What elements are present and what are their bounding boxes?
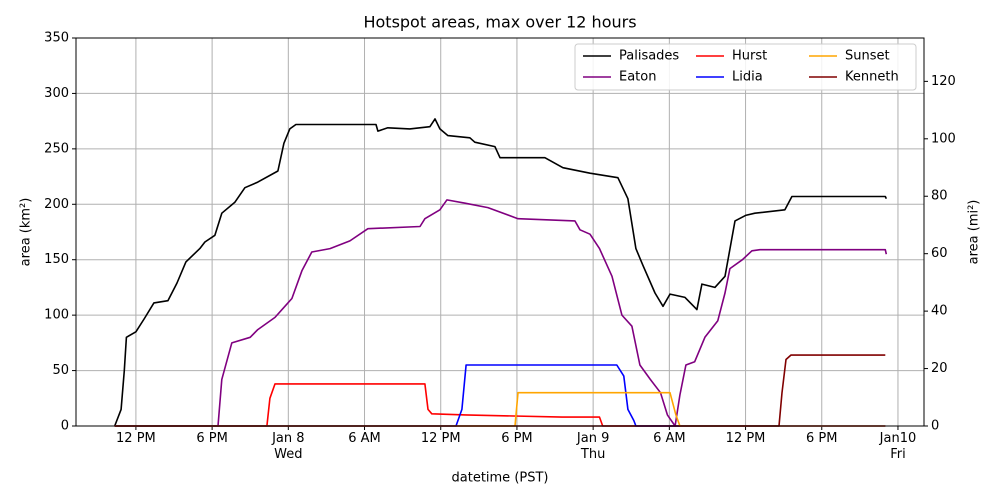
series-line	[114, 199, 888, 427]
y-tick-label: 150	[44, 252, 69, 267]
y-tick-label: 300	[44, 86, 69, 101]
x-tick-label: 6 PM	[806, 431, 838, 446]
y2-tick-label: 20	[931, 361, 948, 376]
y2-tick-label: 120	[931, 74, 956, 89]
y-tick-label: 200	[44, 197, 69, 212]
plot-frame	[75, 37, 925, 427]
chart-title: Hotspot areas, max over 12 hours	[363, 13, 636, 32]
y-axis-label: area (km²)	[19, 198, 34, 267]
y2-tick-label: 0	[931, 419, 939, 434]
y-tick-label: 250	[44, 141, 69, 156]
y-tick-label: 0	[61, 419, 69, 434]
x-tick-label: Jan 8 Wed	[272, 431, 305, 462]
x-tick-label: 6 AM	[653, 431, 686, 446]
legend-label: Lidia	[732, 70, 763, 85]
x-tick-label: Jan10 Fri	[879, 431, 917, 462]
y-tick-label: 350	[44, 31, 69, 46]
x-tick-label: 12 PM	[420, 431, 461, 446]
x-tick-label: Jan 9 Thu	[576, 431, 610, 462]
x-tick-label: 6 PM	[196, 431, 228, 446]
x-tick-label: 12 PM	[725, 431, 766, 446]
x-tick-label: 6 PM	[501, 431, 533, 446]
legend-label: Sunset	[845, 49, 890, 64]
y2-tick-label: 40	[931, 304, 948, 319]
y-tick-label: 100	[44, 308, 69, 323]
y-tick-label: 50	[52, 363, 69, 378]
legend-label: Palisades	[619, 49, 679, 64]
y2-tick-label: 80	[931, 189, 948, 204]
x-tick-label: 12 PM	[116, 431, 156, 446]
y2-tick-label: 60	[931, 246, 948, 261]
legend-label: Kenneth	[845, 70, 899, 85]
x-axis-label: datetime (PST)	[452, 471, 549, 486]
legend-label: Eaton	[619, 70, 656, 85]
series-line	[114, 383, 886, 427]
series-line	[113, 118, 888, 427]
legend-label: Hurst	[732, 49, 767, 64]
x-tick-label: 6 AM	[348, 431, 381, 446]
y2-tick-label: 100	[931, 131, 956, 146]
series-line	[114, 364, 886, 427]
legend: Palisades Eaton Hurst Lidia Sunset Kenneth	[574, 43, 917, 91]
y2-axis-label: area (mi²)	[967, 200, 982, 265]
series-line	[114, 391, 886, 427]
